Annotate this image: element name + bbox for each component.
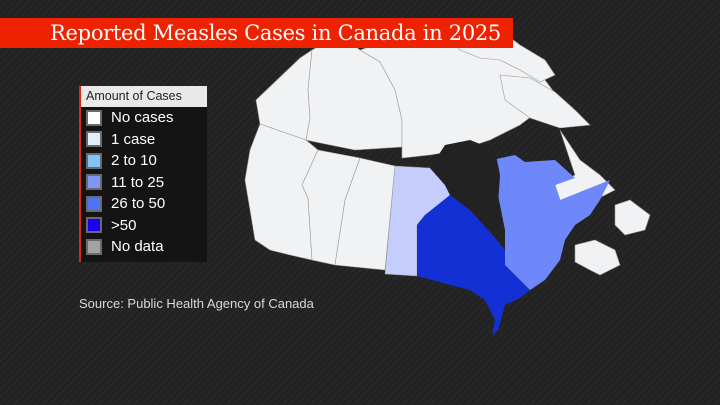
legend-swatch <box>86 174 102 191</box>
legend-item-26-to-50: 26 to 50 <box>81 193 207 215</box>
region-quebec[interactable] <box>492 155 610 290</box>
region-newfoundland-island[interactable] <box>614 199 651 236</box>
legend-label: 11 to 25 <box>111 173 165 191</box>
region-maritimes[interactable] <box>574 239 621 276</box>
legend-item-2-to-10: 2 to 10 <box>81 150 207 172</box>
legend-swatch <box>86 195 102 212</box>
legend-label: No cases <box>111 109 174 127</box>
legend-swatch <box>86 217 102 234</box>
legend-item-no-cases: No cases <box>81 107 207 129</box>
legend-item-11-to-25: 11 to 25 <box>81 172 207 194</box>
legend-label: No data <box>111 238 164 256</box>
legend-label: 26 to 50 <box>111 195 166 213</box>
legend-swatch <box>86 152 102 169</box>
legend-swatch <box>86 109 102 126</box>
legend-item-over-50: >50 <box>81 215 207 237</box>
legend-swatch <box>86 238 102 255</box>
region-baffin-island[interactable] <box>499 74 591 129</box>
legend-label: 2 to 10 <box>111 152 157 170</box>
region-ontario[interactable] <box>417 195 530 335</box>
map-no-cases-regions <box>244 24 651 276</box>
legend-item-no-data: No data <box>81 236 207 258</box>
legend: Amount of Cases No cases 1 case 2 to 10 … <box>79 86 207 262</box>
legend-item-1-case: 1 case <box>81 129 207 151</box>
page-title: Reported Measles Cases in Canada in 2025 <box>50 21 501 45</box>
legend-label: >50 <box>111 216 137 234</box>
legend-swatch <box>86 131 102 148</box>
hudson-bay <box>430 140 502 232</box>
title-banner: Reported Measles Cases in Canada in 2025 <box>0 18 513 48</box>
legend-label: 1 case <box>111 130 156 148</box>
legend-header: Amount of Cases <box>81 86 207 107</box>
source-credit: Source: Public Health Agency of Canada <box>79 296 314 311</box>
region-saskatchewan[interactable] <box>334 157 396 271</box>
